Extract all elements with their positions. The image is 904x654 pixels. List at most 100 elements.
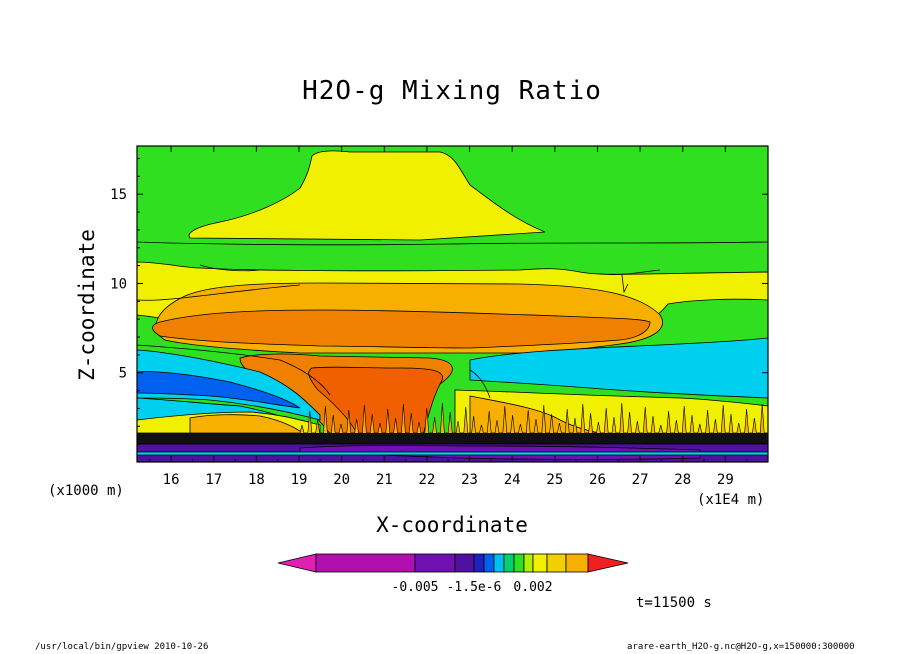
x-tick-label-21: 21 xyxy=(376,472,393,488)
x-tick-label-28: 28 xyxy=(674,472,691,488)
colorbar-cell-7 xyxy=(503,553,515,573)
contour-spike-30 xyxy=(525,409,531,434)
colorbar-arrow-min xyxy=(277,553,317,573)
contour-spike-10 xyxy=(369,413,375,434)
contour-spike-59 xyxy=(752,417,757,434)
contour-spike-13 xyxy=(393,417,398,434)
contour-spike-22 xyxy=(463,406,469,434)
contour-region-left-blue xyxy=(137,371,301,409)
x-tick-19: 19 xyxy=(291,146,308,488)
contour-spike-43 xyxy=(627,411,632,434)
x-tick-label-29: 29 xyxy=(717,472,734,488)
contour-line-2 xyxy=(199,264,261,272)
contour-spike-29 xyxy=(518,423,523,434)
contour-spike-37 xyxy=(580,403,586,434)
x-tick-28: 28 xyxy=(674,146,691,488)
contour-line-1 xyxy=(137,241,768,246)
colorbar-cell-6 xyxy=(493,553,505,573)
contour-spike-4 xyxy=(323,405,328,434)
contour-spike-57 xyxy=(736,422,742,434)
contour-spike-25 xyxy=(486,410,492,434)
contour-spike-44 xyxy=(635,420,640,434)
x-axis-unit: (x1E4 m) xyxy=(697,492,765,508)
x-tick-label-20: 20 xyxy=(333,472,350,488)
contour-spike-34 xyxy=(557,422,562,434)
x-tick-22: 22 xyxy=(418,146,435,488)
colorbar-label-3: 0.002 xyxy=(513,580,552,595)
contour-spike-55 xyxy=(720,404,726,434)
contour-spike-42 xyxy=(619,402,625,434)
x-tick-label-25: 25 xyxy=(546,472,563,488)
contour-spike-16 xyxy=(416,421,422,434)
contour-spike-33 xyxy=(549,413,554,434)
contour-spike-21 xyxy=(455,420,461,434)
contour-spike-6 xyxy=(338,423,344,434)
x-tick-24: 24 xyxy=(504,146,521,488)
contour-spike-32 xyxy=(541,404,547,434)
y-tick-10: 10 xyxy=(110,276,768,292)
contour-spike-20 xyxy=(447,411,453,434)
contour-spike-58 xyxy=(744,408,749,434)
contour-spike-9 xyxy=(362,404,367,434)
contour-spike-15 xyxy=(408,412,414,434)
y-tick-label-15: 15 xyxy=(110,187,127,203)
x-tick-23: 23 xyxy=(461,146,478,488)
contour-spike-18 xyxy=(432,416,437,434)
contour-spike-46 xyxy=(650,415,656,434)
x-tick-label-19: 19 xyxy=(291,472,308,488)
contour-line-3 xyxy=(599,269,661,275)
contour-spike-19 xyxy=(440,402,445,434)
x-tick-label-27: 27 xyxy=(632,472,649,488)
contour-fields xyxy=(137,146,768,462)
x-tick-16: 16 xyxy=(163,146,180,488)
contour-spike-3 xyxy=(315,419,320,434)
colorbar-label-2: -1.5e-6 xyxy=(447,580,502,595)
x-tick-20: 20 xyxy=(333,146,350,488)
x-tick-27: 27 xyxy=(632,146,649,488)
contour-spike-36 xyxy=(572,417,578,434)
footer-left: /usr/local/bin/gpview 2010-10-26 xyxy=(35,642,209,652)
colorbar-label-1: -0.005 xyxy=(392,580,439,595)
contour-spike-45 xyxy=(642,406,648,434)
x-tick-29: 29 xyxy=(717,146,734,488)
x-tick-label-22: 22 xyxy=(418,472,435,488)
x-tick-label-24: 24 xyxy=(504,472,521,488)
contour-spike-26 xyxy=(494,419,500,434)
x-tick-21: 21 xyxy=(376,146,393,488)
contour-spike-49 xyxy=(674,419,679,434)
contour-region-right-cyan xyxy=(469,337,768,399)
contour-spike-51 xyxy=(689,414,695,434)
contour-spike-39 xyxy=(596,421,601,434)
contour-region-surface-cyan-strip xyxy=(137,451,768,456)
y-tick-15: 15 xyxy=(110,187,768,203)
contour-spike-50 xyxy=(681,405,687,434)
x-tick-26: 26 xyxy=(589,146,606,488)
colorbar-cell-1 xyxy=(315,553,416,573)
y-tick-label-10: 10 xyxy=(110,276,127,292)
colorbar: -0.005 -1.5e-6 0.002 xyxy=(277,553,629,595)
contour-region-orange-mid xyxy=(152,309,651,349)
contour-line-7 xyxy=(469,369,491,399)
colorbar-cell-11 xyxy=(546,553,567,573)
contour-spike-53 xyxy=(705,409,710,434)
contour-spike-14 xyxy=(401,403,406,434)
x-tick-label-23: 23 xyxy=(461,472,478,488)
contour-region-upper-plume xyxy=(188,150,546,241)
contour-spike-12 xyxy=(385,408,391,434)
x-tick-25: 25 xyxy=(546,146,563,488)
contour-line-6 xyxy=(137,344,331,396)
y-axis-label: Z-coordinate xyxy=(75,229,99,381)
y-axis-unit: (x1000 m) xyxy=(48,483,124,499)
contour-spike-11 xyxy=(377,422,383,434)
colorbar-cell-5 xyxy=(483,553,495,573)
colorbar-cell-8 xyxy=(513,553,525,573)
colorbar-arrow-max xyxy=(587,553,629,573)
contour-spike-27 xyxy=(502,405,508,434)
contour-spike-48 xyxy=(666,410,671,434)
contour-line-5 xyxy=(137,284,301,301)
x-axis-label: X-coordinate xyxy=(376,513,528,537)
colorbar-cell-4 xyxy=(473,553,485,573)
chart-title: H2O-g Mixing Ratio xyxy=(302,76,602,106)
x-tick-17: 17 xyxy=(205,146,222,488)
contour-spike-7 xyxy=(346,409,352,434)
